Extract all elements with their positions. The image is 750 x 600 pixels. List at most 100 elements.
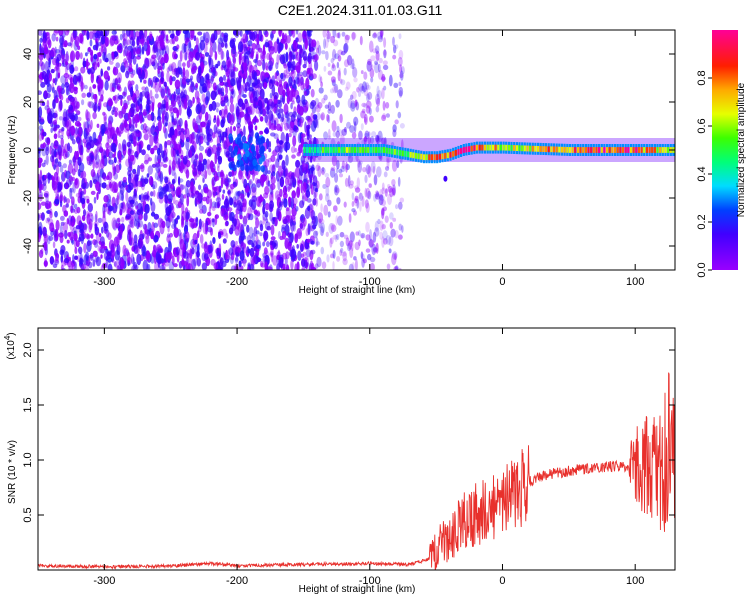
noise-mark (291, 30, 294, 35)
noise-mark (109, 37, 114, 47)
noise-mark (393, 44, 397, 54)
noise-mark (230, 63, 235, 69)
noise-mark (381, 224, 386, 230)
noise-mark (340, 165, 346, 173)
signal-mark (664, 147, 667, 153)
noise-mark (204, 169, 208, 180)
noise-mark (391, 253, 397, 266)
noise-mark (65, 97, 70, 104)
noise-mark (194, 90, 200, 100)
noise-mark (366, 93, 370, 102)
noise-mark (168, 63, 174, 71)
noise-mark (54, 158, 59, 164)
noise-mark (217, 43, 222, 55)
noise-mark (116, 265, 120, 270)
noise-mark (195, 82, 199, 89)
noise-mark (375, 105, 380, 113)
noise-mark (391, 159, 398, 172)
signal-mark (507, 144, 510, 151)
noise-mark (168, 165, 172, 176)
noise-mark (252, 150, 257, 158)
noise-mark (104, 80, 109, 91)
noise-mark (149, 89, 153, 100)
noise-mark (302, 217, 307, 227)
noise-mark (96, 146, 100, 153)
noise-mark (42, 37, 47, 46)
noise-mark (189, 34, 194, 41)
noise-mark (46, 203, 51, 210)
signal-mark (332, 147, 335, 153)
noise-mark (168, 159, 172, 166)
noise-mark (128, 67, 133, 73)
noise-mark (137, 164, 140, 177)
noise-mark (274, 105, 278, 111)
noise-mark (264, 114, 269, 124)
noise-mark (130, 199, 136, 208)
noise-mark (130, 73, 134, 78)
noise-mark (53, 30, 60, 34)
noise-mark (310, 249, 316, 255)
signal-mark (396, 149, 399, 156)
noise-mark (327, 101, 332, 112)
noise-mark (206, 159, 211, 170)
noise-mark (380, 30, 384, 38)
noise-mark (285, 132, 290, 145)
noise-mark (185, 138, 190, 151)
noise-mark (351, 32, 357, 40)
noise-mark (54, 110, 58, 122)
noise-mark (274, 72, 277, 80)
noise-mark (398, 49, 404, 60)
noise-mark (247, 116, 252, 127)
noise-mark (217, 155, 223, 165)
noise-mark (39, 37, 43, 43)
noise-mark (113, 51, 119, 58)
noise-mark (389, 187, 394, 198)
noise-mark (85, 52, 88, 57)
noise-mark (354, 99, 358, 108)
noise-mark (302, 162, 308, 171)
noise-mark (59, 224, 63, 235)
noise-mark (60, 221, 65, 226)
noise-mark (53, 229, 58, 238)
noise-mark (90, 233, 94, 239)
noise-mark (286, 117, 292, 129)
noise-mark (128, 134, 134, 142)
noise-mark (153, 40, 158, 53)
noise-mark (320, 222, 326, 233)
noise-mark (140, 32, 145, 39)
noise-mark (273, 41, 279, 54)
noise-mark (263, 230, 269, 241)
noise-mark (238, 30, 241, 36)
noise-mark (77, 254, 80, 263)
signal-mark (462, 147, 465, 153)
noise-mark (97, 61, 100, 68)
noise-mark (107, 66, 111, 71)
noise-mark (278, 154, 283, 160)
x-tick-label: -100 (359, 276, 381, 288)
noise-mark (299, 200, 305, 209)
noise-mark (191, 83, 194, 88)
noise-mark (381, 207, 385, 216)
noise-mark (253, 59, 258, 63)
noise-mark (44, 137, 50, 144)
noise-mark (350, 63, 356, 70)
noise-mark (392, 124, 397, 133)
noise-mark (83, 209, 86, 217)
noise-mark (171, 134, 176, 145)
noise-mark (213, 117, 217, 124)
noise-mark (252, 82, 257, 87)
noise-mark (358, 160, 363, 165)
noise-mark (332, 234, 338, 240)
noise-mark (154, 93, 159, 99)
noise-mark (238, 235, 242, 245)
noise-mark (214, 152, 218, 165)
spectrogram-heatmap (38, 30, 675, 270)
noise-mark (132, 168, 137, 174)
noise-mark (288, 76, 293, 87)
noise-mark (112, 78, 116, 89)
signal-mark (667, 147, 670, 153)
noise-mark (343, 67, 347, 76)
noise-mark (358, 91, 361, 98)
noise-mark (78, 162, 85, 173)
noise-mark (43, 190, 50, 199)
